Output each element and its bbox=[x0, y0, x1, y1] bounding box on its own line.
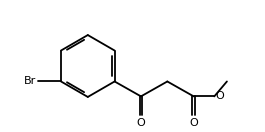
Text: O: O bbox=[136, 118, 145, 128]
Text: O: O bbox=[189, 118, 198, 128]
Text: Br: Br bbox=[24, 76, 36, 86]
Text: O: O bbox=[216, 91, 224, 101]
